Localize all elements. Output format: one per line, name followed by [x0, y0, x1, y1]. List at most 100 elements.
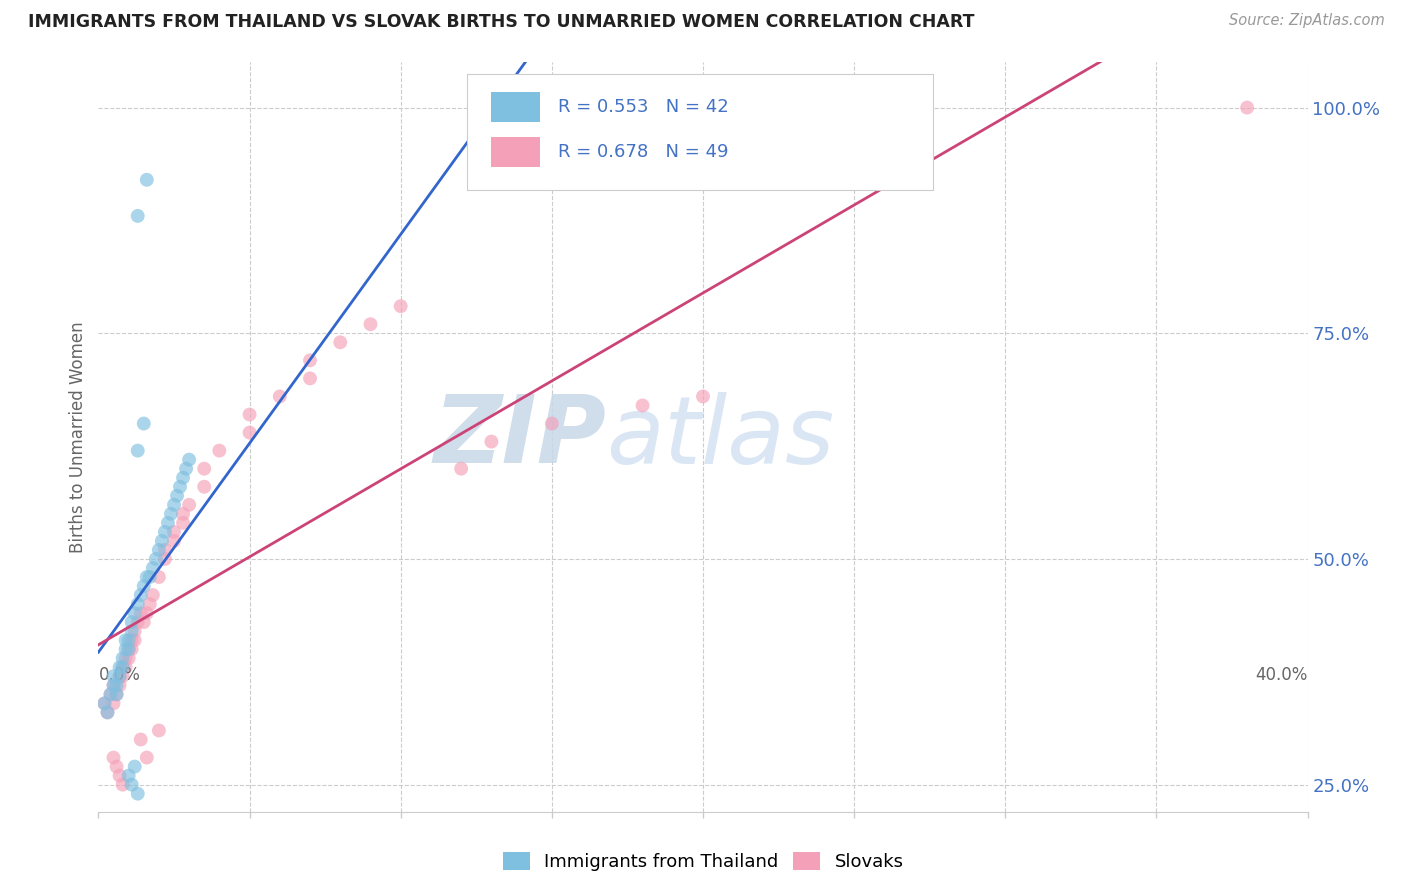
- Point: [108, 669, 131, 683]
- Point: [299, 353, 322, 368]
- Point: [103, 697, 125, 711]
- Point: [129, 732, 152, 747]
- Point: [156, 516, 179, 530]
- Point: [179, 498, 201, 512]
- FancyBboxPatch shape: [467, 74, 932, 190]
- Point: [166, 489, 188, 503]
- FancyBboxPatch shape: [492, 137, 540, 168]
- Point: [108, 678, 131, 692]
- Y-axis label: Births to Unmarried Women: Births to Unmarried Women: [69, 321, 87, 553]
- Point: [96, 706, 118, 720]
- Point: [114, 651, 136, 665]
- Point: [105, 759, 128, 773]
- Point: [121, 778, 143, 792]
- Point: [692, 389, 714, 403]
- Text: atlas: atlas: [606, 392, 835, 483]
- Point: [208, 443, 231, 458]
- Point: [135, 750, 157, 764]
- Point: [111, 778, 134, 792]
- Point: [132, 417, 155, 431]
- Point: [148, 543, 170, 558]
- Point: [103, 678, 125, 692]
- Point: [163, 524, 186, 539]
- Point: [103, 678, 125, 692]
- Point: [135, 173, 157, 187]
- Text: R = 0.678   N = 49: R = 0.678 N = 49: [558, 144, 728, 161]
- Point: [118, 769, 141, 783]
- Point: [105, 678, 128, 692]
- Point: [269, 389, 291, 403]
- Point: [129, 588, 152, 602]
- Point: [121, 642, 143, 657]
- Point: [163, 498, 186, 512]
- Point: [114, 642, 136, 657]
- Point: [193, 480, 215, 494]
- FancyBboxPatch shape: [492, 93, 540, 122]
- Point: [179, 452, 201, 467]
- Point: [103, 750, 125, 764]
- Point: [631, 399, 654, 413]
- Point: [142, 588, 165, 602]
- Point: [148, 723, 170, 738]
- Point: [450, 461, 472, 475]
- Point: [127, 597, 149, 611]
- Point: [135, 606, 157, 620]
- Point: [127, 615, 149, 629]
- Point: [1236, 101, 1258, 115]
- Point: [105, 687, 128, 701]
- Point: [118, 633, 141, 648]
- Point: [142, 561, 165, 575]
- Point: [124, 633, 146, 648]
- Point: [160, 507, 183, 521]
- Point: [118, 642, 141, 657]
- Point: [93, 697, 115, 711]
- Point: [172, 516, 194, 530]
- Point: [93, 697, 115, 711]
- Point: [114, 660, 136, 674]
- Point: [127, 443, 149, 458]
- Point: [540, 417, 562, 431]
- Point: [389, 299, 412, 313]
- Point: [172, 471, 194, 485]
- Point: [111, 660, 134, 674]
- Point: [150, 533, 173, 548]
- Point: [329, 335, 352, 350]
- Point: [103, 669, 125, 683]
- Text: Source: ZipAtlas.com: Source: ZipAtlas.com: [1229, 13, 1385, 29]
- Point: [169, 480, 191, 494]
- Text: IMMIGRANTS FROM THAILAND VS SLOVAK BIRTHS TO UNMARRIED WOMEN CORRELATION CHART: IMMIGRANTS FROM THAILAND VS SLOVAK BIRTH…: [28, 13, 974, 31]
- Point: [96, 706, 118, 720]
- Point: [127, 209, 149, 223]
- Point: [111, 660, 134, 674]
- Point: [172, 507, 194, 521]
- Point: [148, 570, 170, 584]
- Point: [124, 624, 146, 639]
- Point: [132, 615, 155, 629]
- Point: [124, 759, 146, 773]
- Point: [108, 769, 131, 783]
- Point: [114, 633, 136, 648]
- Point: [111, 669, 134, 683]
- Point: [153, 543, 176, 558]
- Point: [129, 606, 152, 620]
- Point: [239, 408, 262, 422]
- Point: [121, 615, 143, 629]
- Point: [132, 579, 155, 593]
- Text: R = 0.553   N = 42: R = 0.553 N = 42: [558, 98, 728, 116]
- Legend: Immigrants from Thailand, Slovaks: Immigrants from Thailand, Slovaks: [495, 845, 911, 879]
- Point: [118, 642, 141, 657]
- Text: 40.0%: 40.0%: [1256, 665, 1308, 683]
- Point: [118, 651, 141, 665]
- Point: [481, 434, 503, 449]
- Point: [121, 633, 143, 648]
- Point: [145, 552, 167, 566]
- Point: [127, 787, 149, 801]
- Point: [105, 687, 128, 701]
- Point: [100, 687, 122, 701]
- Text: ZIP: ZIP: [433, 391, 606, 483]
- Text: 0.0%: 0.0%: [98, 665, 141, 683]
- Point: [135, 570, 157, 584]
- Point: [163, 533, 186, 548]
- Point: [139, 570, 162, 584]
- Point: [108, 669, 131, 683]
